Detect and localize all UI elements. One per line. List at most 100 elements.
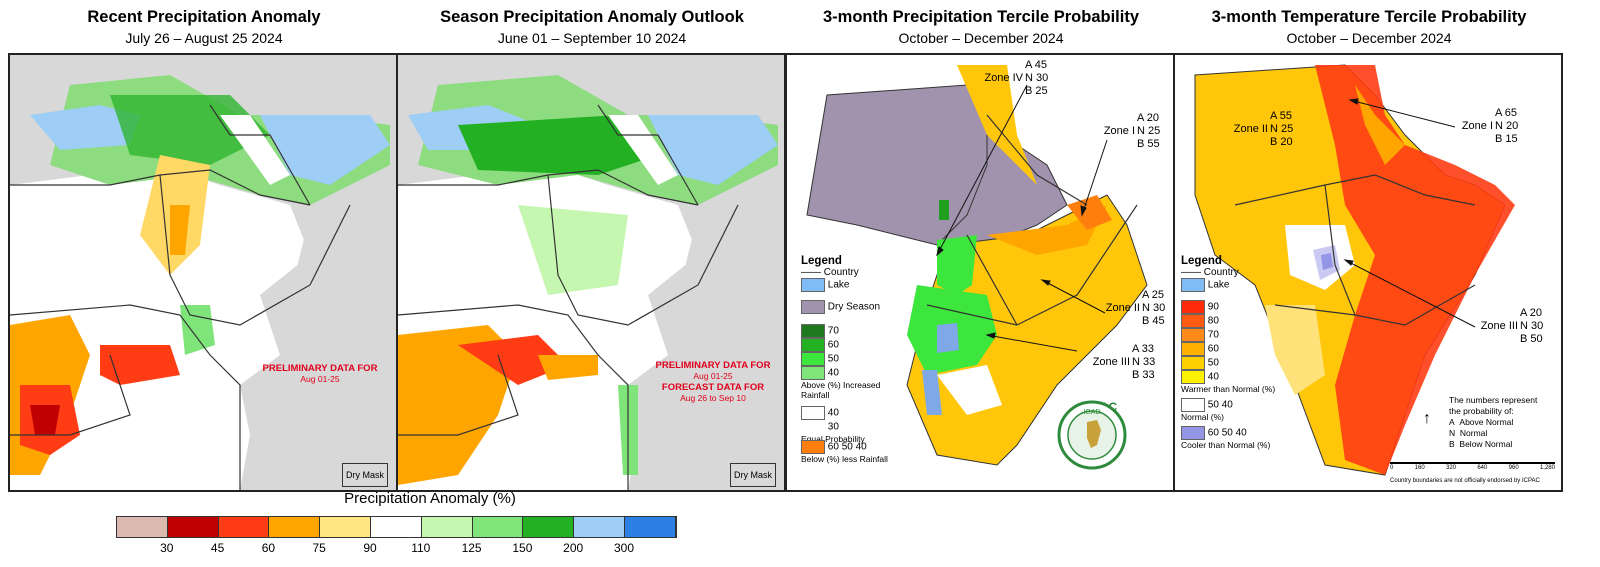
panel-subtitle: June 01 – September 10 2024	[497, 30, 687, 46]
zone-a: A 25	[1142, 289, 1165, 301]
zone-n: N 20	[1495, 120, 1519, 132]
zone-iii-label: Zone III A 20 N 30 B 50	[1481, 307, 1544, 346]
above-50: 50	[827, 353, 839, 365]
cool-60: 60	[1207, 427, 1219, 439]
colorbar-segment	[320, 517, 371, 537]
zone-name: Zone II	[1233, 123, 1268, 135]
map-graphic	[10, 55, 396, 490]
panel-title: 3-month Temperature Tercile Probability	[1211, 8, 1527, 26]
panel-subtitle: October – December 2024	[1286, 30, 1452, 46]
warm-40: 40	[1207, 371, 1219, 383]
explain-a-text: Above Normal	[1459, 417, 1514, 427]
zone-n: N 25	[1270, 123, 1294, 135]
warm-70: 70	[1207, 329, 1219, 341]
explain-n-text: Normal	[1459, 428, 1488, 438]
below-40: 40	[855, 441, 867, 453]
warm-50: 50	[1207, 357, 1219, 369]
map-graphic	[398, 55, 784, 490]
explain-line2: the probability of:	[1449, 406, 1514, 416]
zone-b: B 15	[1495, 133, 1518, 145]
zone-n: N 30	[1142, 302, 1166, 314]
lake-label: Lake	[827, 279, 850, 291]
north-arrow-icon: ↑	[1423, 410, 1431, 427]
colorbar-segment	[574, 517, 625, 537]
zone-n: N 30	[1025, 72, 1049, 84]
colorbar	[116, 516, 677, 538]
zone-a: A 65	[1495, 107, 1518, 119]
zone-n: N 25	[1137, 125, 1161, 137]
zone-i-label: Zone I A 65 N 20 B 15	[1462, 107, 1519, 146]
equal-label: Equal Probability	[801, 434, 865, 444]
zone-iv-label: Zone IV A 45 N 30 B 25	[984, 59, 1049, 98]
above-70: 70	[827, 325, 839, 337]
zone-name: Zone III	[1092, 356, 1130, 368]
forecast-title: FORECAST DATA FOR	[661, 382, 765, 393]
equal-30: 30	[827, 421, 839, 433]
panel-subtitle: October – December 2024	[898, 30, 1064, 46]
explain-b-text: Below Normal	[1459, 439, 1513, 449]
country-label: Country	[1203, 267, 1239, 278]
colorbar-tick: 60	[261, 541, 276, 555]
panel-season-outlook: Season Precipitation Anomaly Outlook Jun…	[396, 0, 788, 500]
map-season-outlook: PRELIMINARY DATA FOR Aug 01-25 FORECAST …	[396, 53, 786, 492]
note-title: PRELIMINARY DATA FOR	[655, 360, 771, 371]
zone-name: Zone IV	[984, 72, 1023, 84]
panel-title: Season Precipitation Anomaly Outlook	[440, 8, 744, 26]
zone-b: B 45	[1142, 315, 1165, 327]
scale-640: 640	[1477, 465, 1488, 471]
panel-title: 3-month Precipitation Tercile Probabilit…	[823, 8, 1139, 26]
colorbar-tick: 45	[210, 541, 225, 555]
colorbar-tick: 75	[312, 541, 326, 555]
colorbar-segment	[117, 517, 168, 537]
zone-a: A 45	[1025, 59, 1048, 71]
zone-name: Zone II	[1105, 302, 1140, 314]
normal-50: 50	[1207, 399, 1219, 411]
warm-60: 60	[1207, 343, 1219, 355]
legend-dry: Dry Season	[801, 300, 881, 314]
colorbar-tick: 90	[363, 541, 377, 555]
panel-title: Recent Precipitation Anomaly	[87, 8, 321, 26]
legend-title: Legend	[1181, 255, 1222, 267]
legend-above: 70 60 50 40 Above (%) Increased Rainfall	[801, 324, 881, 400]
legend-country: —— Country	[1181, 267, 1239, 278]
colorbar-tick: 200	[563, 541, 584, 555]
above-60: 60	[827, 339, 839, 351]
colorbar-segment	[218, 517, 270, 537]
warm-label: Warmer than Normal (%)	[1181, 384, 1276, 394]
disclaimer: Country boundaries are not officially en…	[1390, 478, 1540, 484]
zone-ii-label: Zone II A 55 N 25 B 20	[1234, 110, 1294, 149]
colorbar-segment	[624, 517, 676, 537]
scale-320: 320	[1445, 465, 1456, 471]
zone-b: B 20	[1270, 136, 1293, 148]
preliminary-note: PRELIMINARY DATA FOR Aug 01-25	[260, 363, 380, 385]
zone-n: N 33	[1132, 356, 1156, 368]
igad-icpac-logo: IGAD ICPAC	[1057, 400, 1141, 470]
zone-i-label: Zone I A 20 N 25 B 55	[1104, 112, 1161, 151]
zone-ii-label: Zone II A 25 N 30 B 45	[1106, 289, 1166, 328]
scale-160: 160	[1414, 465, 1425, 471]
logo-top-text: IGAD	[1083, 409, 1100, 416]
explain-line1: The numbers represent	[1449, 395, 1538, 405]
colorbar-tick: 110	[411, 541, 431, 555]
below-label: Below (%) less Rainfall	[801, 454, 888, 464]
legend-lake: Lake	[1181, 278, 1291, 292]
colorbar-tick: 150	[512, 541, 533, 555]
colorbar-segment	[421, 517, 473, 537]
zone-b: B 55	[1137, 138, 1160, 150]
explain-n: N Normal	[1449, 428, 1488, 438]
colorbar-segment	[523, 517, 575, 537]
note-range: Aug 01-25	[693, 371, 733, 381]
scale-1280: 1,280	[1539, 465, 1555, 471]
map-precip-tercile: Legend —— Country Lake Dry Season 70 60 …	[785, 53, 1175, 492]
dry-mask-legend: Dry Mask	[342, 463, 388, 487]
normal-40: 40	[1221, 399, 1233, 411]
above-40: 40	[827, 367, 839, 379]
colorbar-title: Precipitation Anomaly (%)	[344, 490, 516, 507]
panel-precip-tercile: 3-month Precipitation Tercile Probabilit…	[785, 0, 1177, 500]
normal-label: Normal (%)	[1181, 412, 1224, 422]
cool-label: Cooler than Normal (%)	[1181, 440, 1271, 450]
forecast-range: Aug 26 to Sep 10	[680, 393, 746, 403]
zone-b: B 33	[1132, 369, 1155, 381]
panel-recent-anomaly: Recent Precipitation Anomaly July 26 – A…	[8, 0, 400, 500]
zone-name: Zone III	[1480, 320, 1518, 332]
